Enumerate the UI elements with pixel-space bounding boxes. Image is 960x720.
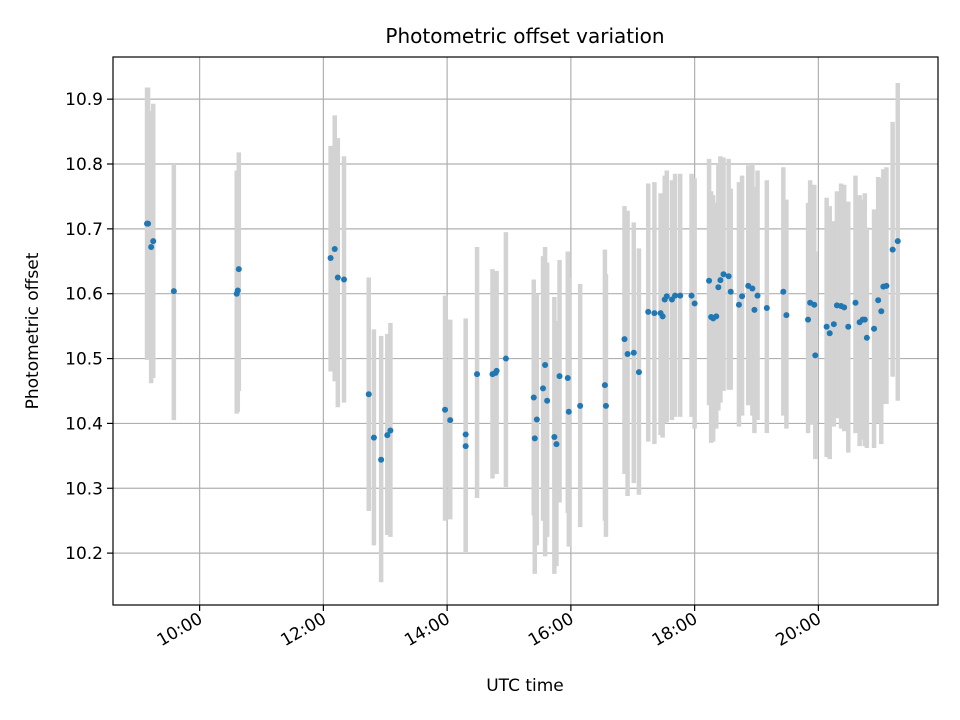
data-point (540, 385, 547, 392)
data-point (553, 441, 560, 448)
data-point (871, 325, 878, 332)
data-point (725, 273, 732, 280)
data-point (334, 274, 341, 281)
data-point (754, 292, 761, 299)
data-point (556, 373, 563, 380)
y-tick-label: 10.4 (65, 414, 103, 434)
data-point (691, 300, 698, 307)
data-point (378, 456, 385, 463)
data-point (861, 316, 868, 323)
data-point (878, 308, 885, 315)
data-point (863, 334, 870, 341)
data-point (170, 288, 177, 295)
data-point (706, 277, 713, 284)
data-point (531, 435, 538, 442)
data-point (502, 355, 509, 362)
data-point (544, 397, 551, 404)
data-point (717, 277, 724, 284)
y-tick-label: 10.9 (65, 90, 103, 110)
data-point (894, 238, 901, 245)
data-point (688, 292, 695, 299)
y-tick-label: 10.7 (65, 220, 103, 240)
data-point (148, 244, 155, 251)
data-point (826, 330, 833, 337)
data-point (462, 443, 469, 450)
x-axis-title: UTC time (486, 676, 564, 696)
data-point (624, 351, 631, 358)
y-axis-ticks: 10.2 10.3 10.4 10.5 10.6 10.7 10.8 10.9 (65, 90, 113, 564)
data-point (739, 293, 746, 300)
data-point (635, 369, 642, 376)
data-point (645, 308, 652, 315)
data-point (462, 431, 469, 438)
chart-title: Photometric offset variation (385, 24, 664, 48)
plot-area-frame (112, 56, 939, 606)
data-point (365, 391, 372, 398)
data-point (630, 349, 637, 356)
data-point (601, 382, 608, 389)
data-point (474, 371, 481, 378)
data-point (677, 292, 684, 299)
data-point (823, 323, 830, 330)
data-point (145, 220, 152, 227)
data-point (805, 316, 812, 323)
data-point (621, 336, 628, 343)
data-point (602, 402, 609, 409)
data-point (442, 406, 449, 413)
data-point (715, 284, 722, 291)
data-point (659, 313, 666, 320)
data-point (234, 287, 241, 294)
data-point (875, 297, 882, 304)
y-tick-label: 10.3 (65, 479, 103, 499)
y-axis-title: Photometric offset (23, 252, 43, 409)
data-point (841, 304, 848, 311)
data-point (830, 321, 837, 328)
data-point (542, 362, 549, 369)
data-point (713, 313, 720, 320)
data-point (533, 416, 540, 423)
data-point (447, 417, 454, 424)
data-point (812, 352, 819, 359)
data-point (651, 310, 658, 317)
data-point (341, 276, 347, 283)
data-point (150, 238, 157, 245)
data-point (564, 375, 571, 382)
y-tick-label: 10.8 (65, 155, 103, 175)
data-point (327, 255, 334, 262)
data-point (749, 285, 756, 292)
data-point (663, 293, 670, 300)
data-point (889, 246, 896, 253)
data-point (780, 288, 787, 295)
data-point (751, 306, 758, 313)
data-point (845, 323, 852, 330)
y-tick-label: 10.2 (65, 544, 103, 564)
data-point (783, 312, 790, 319)
data-point (331, 245, 338, 252)
data-point (384, 432, 391, 439)
data-point (370, 434, 377, 441)
data-point (235, 266, 242, 273)
data-point (493, 367, 500, 374)
y-tick-label: 10.6 (65, 285, 103, 305)
data-point (735, 301, 742, 308)
data-point (720, 271, 727, 278)
data-point (727, 288, 734, 295)
data-points (144, 220, 901, 463)
data-point (530, 394, 537, 401)
y-tick-label: 10.5 (65, 350, 103, 370)
data-point (883, 282, 890, 289)
data-point (672, 292, 679, 299)
data-point (811, 301, 818, 308)
data-point (387, 427, 394, 434)
data-point (565, 408, 572, 415)
data-point (551, 434, 558, 441)
data-point (763, 304, 770, 311)
data-point (577, 402, 584, 409)
data-point (852, 299, 859, 306)
